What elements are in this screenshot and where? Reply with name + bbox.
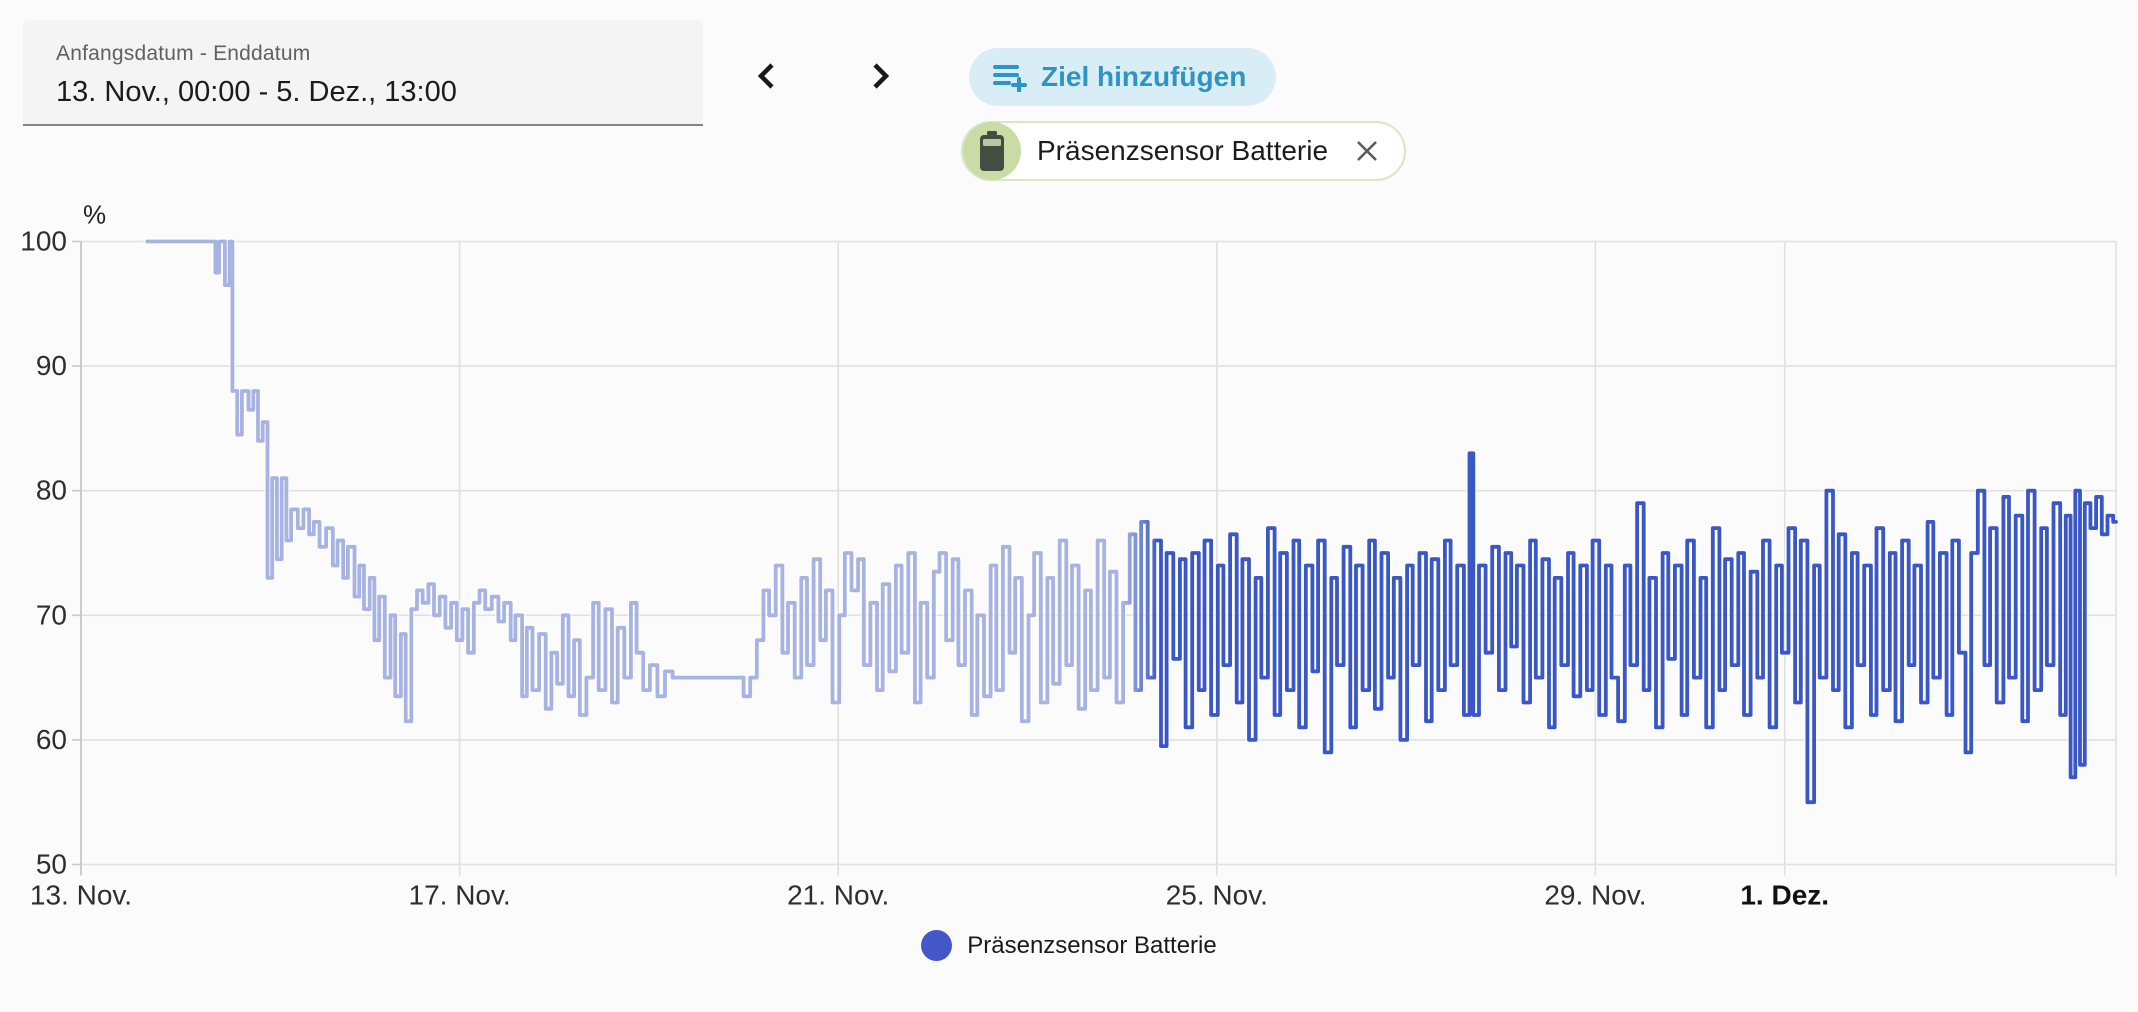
entity-chip-praesenzsensor-batterie[interactable]: Präsenzsensor Batterie (961, 121, 1407, 181)
x-tick-label: 17. Nov. (409, 880, 511, 911)
chevron-left-icon (757, 63, 774, 89)
y-tick-label: 60 (36, 724, 67, 755)
add-goal-button[interactable]: Ziel hinzufügen (969, 48, 1277, 106)
x-tick-label: 25. Nov. (1166, 880, 1268, 911)
chip-avatar (963, 122, 1021, 180)
x-tick-label: 1. Dez. (1740, 880, 1829, 911)
series-line-halo (143, 238, 2120, 806)
date-range-value: 13. Nov., 00:00 - 5. Dez., 13:00 (56, 76, 457, 108)
legend-series-dot (921, 930, 953, 961)
legend-item-praesenzsensor-batterie[interactable]: Präsenzsensor Batterie (921, 930, 1217, 961)
previous-period-button[interactable] (738, 48, 794, 104)
x-tick-label: 29. Nov. (1544, 880, 1646, 911)
y-axis-unit-label: % (83, 200, 106, 230)
date-range-field[interactable]: Anfangsdatum - Enddatum 13. Nov., 00:00 … (23, 20, 703, 126)
chart-legend: Präsenzsensor Batterie (0, 930, 2138, 961)
series-line (145, 239, 2118, 805)
chip-label: Präsenzsensor Batterie (1037, 135, 1329, 166)
chip-close-button[interactable] (1350, 134, 1384, 168)
chevron-right-icon (873, 63, 890, 89)
add-goal-label: Ziel hinzufügen (1041, 61, 1247, 92)
x-tick-label: 13. Nov. (30, 880, 132, 911)
x-tick-label: 21. Nov. (787, 880, 889, 911)
y-tick-label: 50 (36, 849, 67, 880)
legend-series-label: Präsenzsensor Batterie (967, 931, 1217, 959)
next-period-button[interactable] (853, 48, 909, 104)
y-tick-label: 100 (20, 226, 67, 257)
date-range-label: Anfangsdatum - Enddatum (56, 42, 311, 65)
y-tick-label: 70 (36, 599, 67, 630)
close-icon (1357, 141, 1377, 161)
battery-icon (980, 131, 1004, 171)
playlist-plus-icon (993, 65, 1027, 92)
y-tick-label: 90 (36, 350, 67, 381)
y-tick-label: 80 (36, 475, 67, 506)
